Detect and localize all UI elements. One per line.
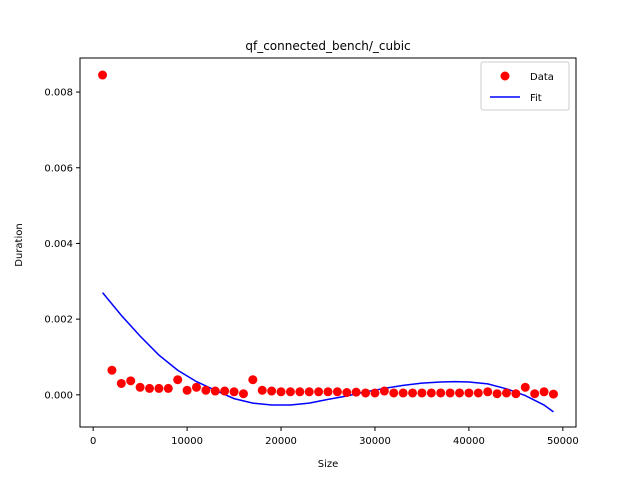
data-point	[314, 387, 324, 397]
data-point	[210, 386, 220, 396]
data-point	[445, 388, 455, 398]
data-point	[257, 385, 267, 395]
data-point	[548, 389, 558, 399]
legend-label-data: Data	[530, 72, 554, 83]
data-point	[248, 375, 258, 385]
legend-marker-data	[500, 71, 510, 81]
data-point	[511, 389, 521, 399]
data-point	[342, 388, 352, 398]
data-point	[116, 378, 126, 388]
data-point	[332, 387, 342, 397]
axes: 0 10000 20000 30000 40000 50000 0.000 0.002 0.00…	[44, 57, 579, 447]
x-tick-label: 40000	[453, 436, 485, 447]
data-point	[389, 388, 399, 398]
y-tick-label: 0.006	[44, 163, 73, 174]
chart-title: qf_connected_bench/_cubic	[245, 39, 410, 53]
y-tick-label: 0.008	[44, 88, 73, 99]
data-point	[285, 387, 295, 397]
data-point	[229, 387, 239, 397]
data-point	[173, 375, 183, 385]
x-tick-label: 20000	[265, 436, 297, 447]
data-point	[501, 388, 511, 398]
data-point	[408, 388, 418, 398]
data-point	[436, 388, 446, 398]
data-point	[201, 385, 211, 395]
legend-label-fit: Fit	[530, 93, 542, 104]
data-point	[473, 388, 483, 398]
data-point	[351, 387, 361, 397]
data-point	[539, 387, 549, 397]
y-tick-label: 0.000	[44, 390, 73, 401]
data-point	[492, 389, 502, 399]
data-point	[163, 383, 173, 393]
data-point	[370, 388, 380, 398]
data-point	[145, 383, 155, 393]
x-axis-label: Size	[318, 459, 339, 470]
data-point	[530, 389, 540, 399]
data-point	[107, 365, 117, 375]
data-point	[98, 70, 108, 80]
data-point	[520, 382, 530, 392]
data-point	[220, 386, 230, 396]
data-point	[455, 388, 465, 398]
y-axis-label: Duration	[14, 223, 25, 266]
data-point	[426, 388, 436, 398]
data-point	[379, 386, 389, 396]
data-point	[323, 387, 333, 397]
data-point	[398, 388, 408, 398]
data-point	[417, 388, 427, 398]
plot-area	[98, 70, 558, 413]
legend-box	[480, 61, 570, 111]
fit-line	[101, 292, 554, 413]
data-point	[267, 386, 277, 396]
data-point	[464, 388, 474, 398]
data-point	[191, 382, 201, 392]
legend: Data Fit	[480, 61, 570, 111]
data-point	[304, 387, 314, 397]
data-point	[126, 376, 136, 386]
x-tick-label: 10000	[171, 436, 203, 447]
y-tick-label: 0.002	[44, 315, 73, 326]
data-point	[182, 385, 192, 395]
x-tick-label: 30000	[359, 436, 391, 447]
y-tick-label: 0.004	[44, 239, 73, 250]
data-point	[276, 387, 286, 397]
data-point	[238, 389, 248, 399]
x-tick-label: 50000	[547, 436, 579, 447]
data-point	[154, 383, 164, 393]
data-point	[135, 382, 145, 392]
data-point	[295, 387, 305, 397]
x-tick-label: 0	[90, 436, 96, 447]
data-point	[361, 388, 371, 398]
data-point	[483, 387, 493, 397]
axes-frame	[79, 57, 577, 428]
